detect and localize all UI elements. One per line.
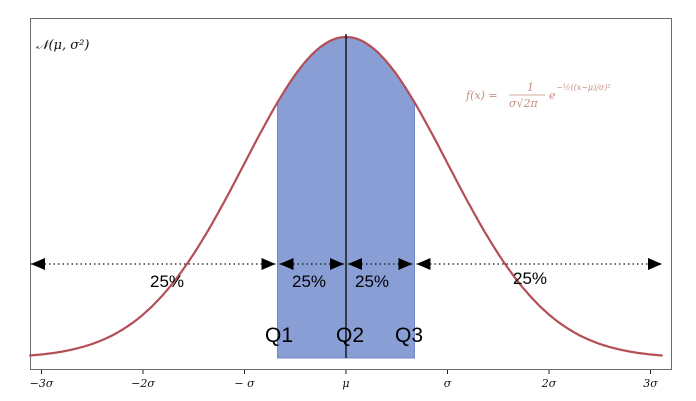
x-tick-label: μ [342, 377, 349, 390]
quartile-label-q1: Q1 [265, 324, 293, 347]
segment-label-1: 25% [150, 272, 184, 291]
x-tick-label: σ [444, 377, 452, 390]
x-tick-label: −2σ [131, 377, 155, 390]
quartile-span-arrows [31, 258, 662, 270]
formula-denominator: σ√2π [509, 97, 539, 110]
segment-label-4: 25% [513, 269, 547, 288]
formula-numerator: 1 [527, 81, 534, 94]
plot-frame [30, 18, 672, 370]
density-formula: f(x) = 1 σ√2π e −½((x−μ)/σ)² [465, 81, 611, 110]
x-tick-label: −3σ [30, 377, 54, 390]
segment-label-3: 25% [355, 272, 389, 291]
distribution-label: 𝒩(μ, σ²) [36, 38, 89, 53]
formula-lhs: f(x) = [465, 89, 498, 102]
formula-exponent: −½((x−μ)/σ)² [556, 83, 611, 92]
span-q1-median-arrowhead-left [279, 258, 294, 270]
x-axis-ticks: −3σ −2σ − σ μ σ 2σ 3σ [30, 370, 658, 390]
x-tick-label: 3σ [643, 377, 658, 390]
quartile-label-q3: Q3 [395, 324, 423, 347]
span-lower-tail-arrowhead-left [31, 258, 45, 270]
span-median-q3-arrowhead-right [398, 258, 413, 270]
segment-label-2: 25% [292, 272, 326, 291]
span-upper-tail-arrowhead-left [416, 258, 431, 270]
x-tick-label: − σ [234, 377, 255, 390]
quartile-label-q2: Q2 [336, 324, 364, 347]
x-tick-label: 2σ [541, 377, 557, 390]
span-upper-tail-arrowhead-right [648, 258, 662, 270]
span-q1-median-arrowhead-right [330, 258, 344, 270]
formula-exp-base: e [549, 89, 556, 102]
span-median-q3-arrowhead-left [348, 258, 362, 270]
span-lower-tail-arrowhead-right [261, 258, 276, 270]
